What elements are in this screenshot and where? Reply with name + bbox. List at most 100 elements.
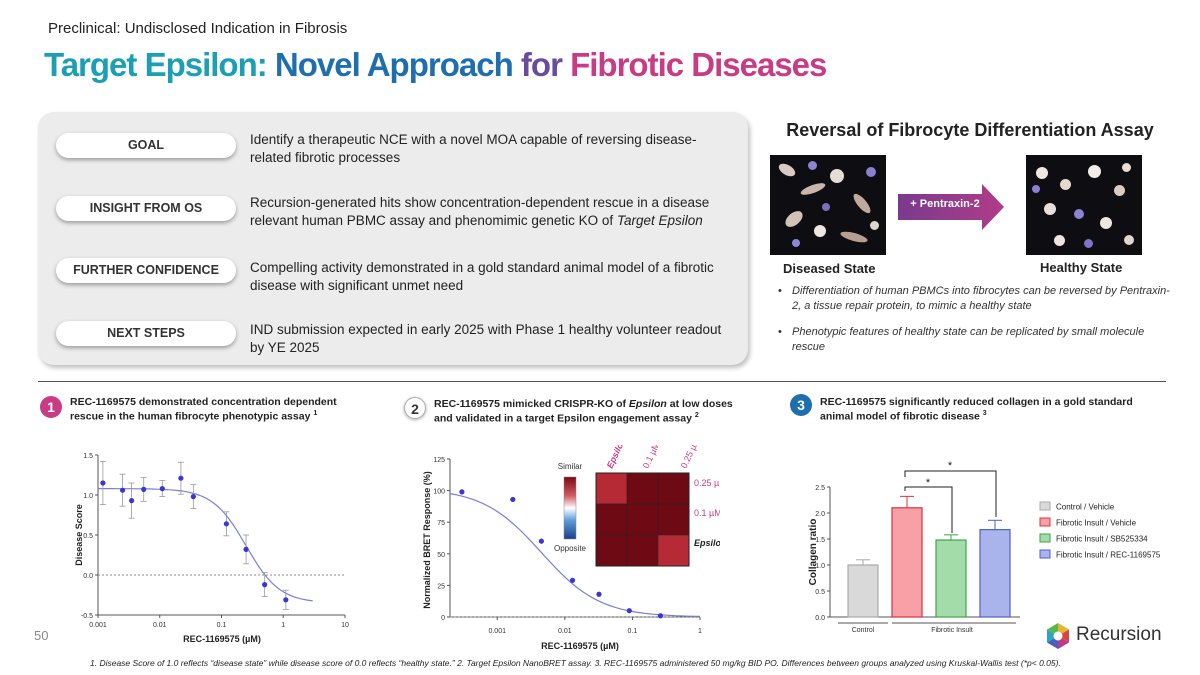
section-2-text: REC-1169575 mimicked CRISPR-KO of Epsilo… bbox=[434, 398, 744, 425]
chart1-data-point bbox=[190, 494, 196, 500]
heatmap-scale-bottom: Opposite bbox=[554, 544, 587, 553]
heatmap-cell bbox=[626, 503, 659, 536]
chart1-x-tick-label: 0.001 bbox=[89, 622, 107, 629]
chart3-legend-label: Fibrotic Insult / REC-1169575 bbox=[1056, 551, 1161, 560]
diseased-state-label: Diseased State bbox=[783, 261, 876, 276]
chart2-data-point bbox=[626, 608, 632, 614]
chart1-data-point bbox=[159, 486, 165, 492]
confidence-pill: FURTHER CONFIDENCE bbox=[56, 258, 236, 283]
heatmap-color-scale bbox=[563, 476, 577, 540]
assay-bullets: Differentiation of human PBMCs into fibr… bbox=[778, 284, 1178, 366]
chart2-x-tick-label: 0.001 bbox=[488, 628, 506, 635]
heatmap-col-label-1: Epsilon bbox=[605, 445, 628, 470]
insight-text-target: Target Epsilon bbox=[616, 213, 703, 228]
title-part-3: for bbox=[512, 46, 563, 83]
slide-footnote: 1. Disease Score of 1.0 reflects “diseas… bbox=[90, 658, 1061, 668]
chart1-data-point bbox=[243, 546, 249, 552]
heatmap-scale-top: Similar bbox=[558, 462, 583, 471]
chart2-x-label: REC-1169575 (µM) bbox=[541, 641, 619, 651]
section-3-text: REC-1169575 significantly reduced collag… bbox=[820, 396, 1140, 423]
goal-text: Identify a therapeutic NCE with a novel … bbox=[250, 132, 697, 165]
group-label-control: Control bbox=[852, 627, 875, 634]
chart3-bar bbox=[979, 529, 1011, 618]
page-number: 50 bbox=[34, 628, 49, 643]
section-2-text-pre: REC-1169575 mimicked CRISPR-KO of bbox=[434, 398, 629, 410]
chart3-bar bbox=[891, 507, 923, 618]
chart1-fit-curve bbox=[98, 488, 313, 602]
chart1-y-tick-label: 1.5 bbox=[83, 453, 93, 460]
section-3-text-main: REC-1169575 significantly reduced collag… bbox=[820, 396, 1133, 423]
section-1-footnote-ref: 1 bbox=[313, 410, 318, 417]
chart2-y-tick-label: 75 bbox=[437, 520, 445, 527]
chart2-x-tick-label: 0.1 bbox=[628, 628, 638, 635]
insight-text: Recursion-generated hits show concentrat… bbox=[250, 194, 730, 230]
chart1-x-tick-label: 10 bbox=[341, 622, 349, 629]
section-1-badge: 1 bbox=[40, 396, 62, 418]
chart3-y-label: Collagen ratio bbox=[808, 519, 819, 586]
heatmap-row-label-3: Epsilon bbox=[694, 538, 720, 548]
chart2-data-point bbox=[459, 489, 465, 495]
heatmap-cell bbox=[595, 503, 628, 536]
next-steps-pill: NEXT STEPS bbox=[56, 321, 236, 346]
pentraxin-arrow bbox=[898, 184, 1004, 230]
chart1-data-point bbox=[178, 475, 184, 481]
slide-title: Target Epsilon: Novel Approach for Fibro… bbox=[44, 46, 827, 84]
disease-score-chart: -0.5 0.0 0.5 1.0 1.5 0.001 0.01 0.1 1 10 REC-1169… bbox=[74, 453, 349, 644]
heatmap-col-label-3: 0.25 µM bbox=[679, 445, 702, 470]
diseased-state-image bbox=[770, 155, 886, 255]
significance-bracket-sb bbox=[904, 486, 953, 533]
heatmap-cell bbox=[595, 534, 628, 567]
section-1-text: REC-1169575 demonstrated concentration d… bbox=[70, 396, 370, 423]
chart3-legend-swatch bbox=[1039, 533, 1051, 543]
section-3-badge: 3 bbox=[790, 394, 812, 416]
chart2-y-label: Normalized BRET Response (%) bbox=[422, 471, 432, 609]
heatmap-cell bbox=[626, 472, 659, 505]
significance-star-sb: * bbox=[926, 477, 931, 489]
chart2-y-tick-label: 50 bbox=[437, 552, 445, 559]
heatmap-row-label-1: 0.25 µM bbox=[694, 478, 720, 488]
heatmap-cell bbox=[657, 503, 690, 536]
chart1-data-point bbox=[128, 498, 135, 504]
assay-bullet-1: Differentiation of human PBMCs into fibr… bbox=[778, 284, 1178, 314]
chart2-y-tick-label: 125 bbox=[433, 457, 445, 464]
heatmap-cell bbox=[657, 472, 690, 505]
section-2-footnote-ref: 2 bbox=[694, 412, 699, 419]
title-part-1: Target Epsilon: bbox=[44, 46, 268, 83]
healthy-state-label: Healthy State bbox=[1040, 260, 1123, 275]
chart2-x-tick-label: 1 bbox=[698, 628, 702, 635]
section-3-footnote-ref: 3 bbox=[982, 410, 987, 417]
chart2-data-point bbox=[657, 613, 664, 619]
section-2-text-em: Epsilon bbox=[628, 398, 667, 410]
title-part-2: Novel Approach bbox=[266, 46, 514, 83]
chart3-legend-label: Control / Vehicle bbox=[1056, 503, 1115, 512]
chart1-y-tick-label: -0.5 bbox=[81, 613, 93, 620]
chart3-legend-swatch bbox=[1039, 549, 1051, 559]
section-divider bbox=[38, 381, 1166, 382]
heatmap-col-label-2: 0.1 µM bbox=[641, 445, 662, 470]
recursion-logo-text: Recursion bbox=[1076, 624, 1162, 645]
chart2-y-tick-label: 100 bbox=[433, 489, 445, 496]
collagen-ratio-chart: 0.0 0.5 1.0 1.5 2.0 2.5 Control / Vehicle Fibr… bbox=[808, 460, 1161, 634]
title-part-4: Fibrotic Diseases bbox=[561, 46, 827, 83]
chart1-y-tick-label: 0.0 bbox=[83, 573, 93, 580]
chart1-y-tick-label: 0.5 bbox=[83, 533, 93, 540]
significance-star-rec: * bbox=[948, 460, 953, 472]
chart2-data-point bbox=[569, 577, 576, 583]
section-2-text-post: at low doses and validated in a target E… bbox=[434, 398, 733, 425]
next-steps-text: IND submission expected in early 2025 wi… bbox=[250, 322, 722, 355]
chart3-bar bbox=[935, 539, 967, 618]
chart3-legend-swatch bbox=[1039, 517, 1051, 527]
significance-bracket-rec bbox=[904, 470, 997, 517]
chart3-y-tick-label: 1.5 bbox=[815, 537, 825, 544]
chart1-y-tick-label: 1.0 bbox=[83, 493, 93, 500]
section-2-badge: 2 bbox=[404, 397, 426, 419]
healthy-state-image bbox=[1026, 155, 1142, 255]
chart3-y-tick-label: 0.0 bbox=[815, 615, 825, 622]
insight-pill: INSIGHT FROM OS bbox=[56, 196, 236, 221]
slide-subtitle: Preclinical: Undisclosed Indication in F… bbox=[48, 20, 348, 37]
recursion-logo-icon bbox=[1047, 623, 1069, 649]
chart2-y-tick-label: 25 bbox=[437, 583, 445, 590]
assay-bullet-2: Phenotypic features of healthy state can… bbox=[778, 325, 1178, 355]
chart1-data-point bbox=[100, 480, 106, 486]
chart2-x-tick-label: 0.01 bbox=[558, 628, 572, 635]
